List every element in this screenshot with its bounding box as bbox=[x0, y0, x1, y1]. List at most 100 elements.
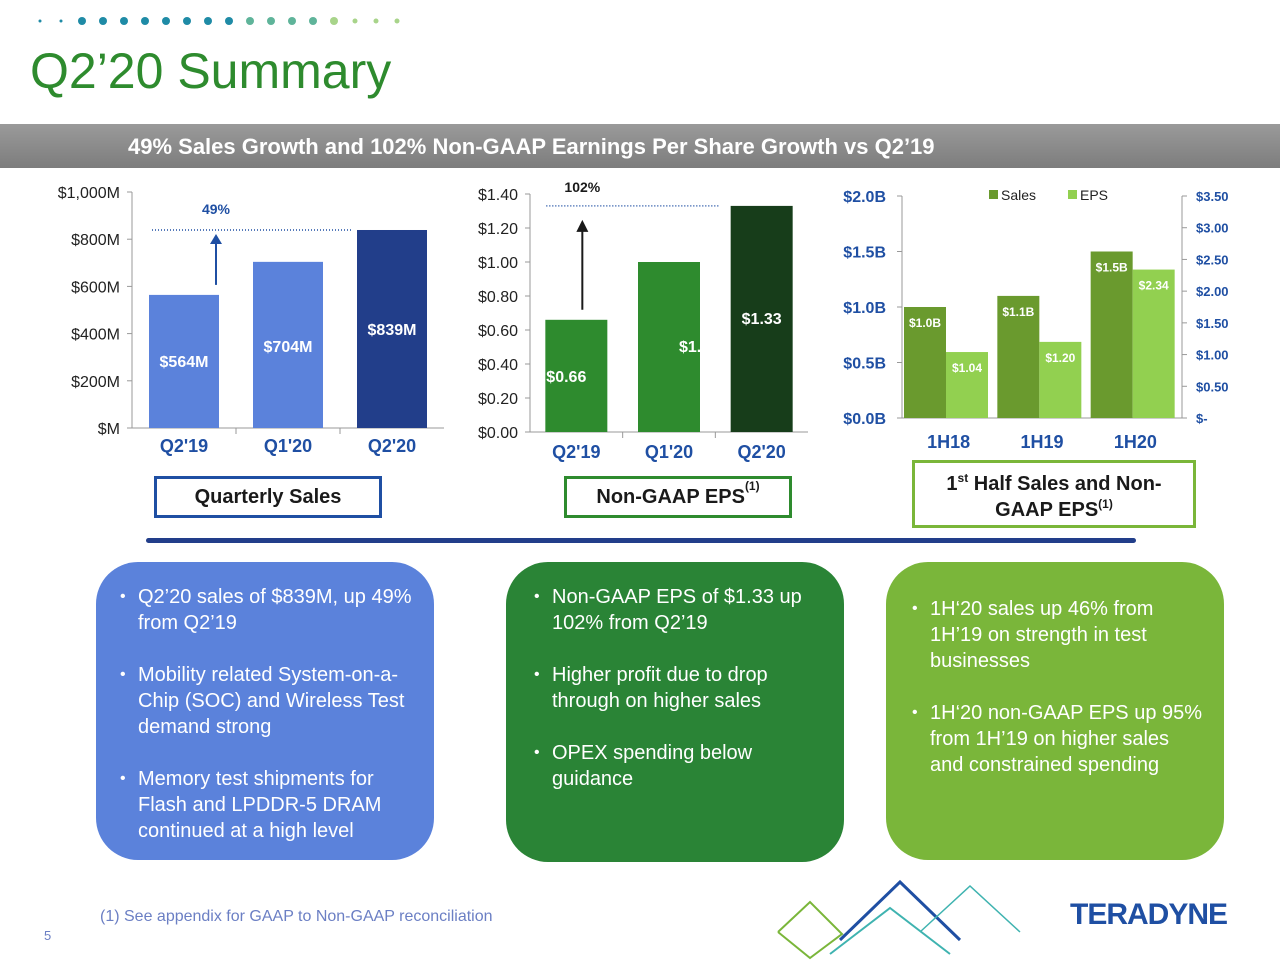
eps-y-tick-label: $0.60 bbox=[478, 323, 518, 340]
half-sales-bar bbox=[1090, 251, 1133, 418]
eps-category-label: Q2'20 bbox=[738, 442, 786, 462]
list-item: 1H‘20 sales up 46% from 1H’19 on strengt… bbox=[912, 596, 1204, 674]
list-item: Non-GAAP EPS of $1.33 up 102% from Q2’19 bbox=[534, 584, 824, 636]
sales-category-label: Q2'19 bbox=[160, 436, 208, 456]
eps-y-tick-label: $1.20 bbox=[478, 221, 518, 238]
list-item: Q2’20 sales of $839M, up 49% from Q2’19 bbox=[120, 584, 414, 636]
page-title: Q2’20 Summary bbox=[30, 43, 392, 99]
sales-y-tick-label: $M bbox=[98, 421, 120, 438]
legend-label-sales: Sales bbox=[1001, 187, 1036, 203]
half-right-tick-label: $0.50 bbox=[1196, 379, 1229, 394]
half-right-tick-label: $2.00 bbox=[1196, 284, 1229, 299]
half-left-tick-label: $0.5B bbox=[843, 356, 886, 373]
decorative-dot bbox=[183, 17, 191, 25]
eps-bar bbox=[730, 205, 793, 432]
decorative-dot bbox=[162, 17, 170, 25]
half-eps-bar bbox=[1132, 269, 1175, 418]
sales-y-tick-label: $800M bbox=[71, 232, 120, 249]
quarterly-sales-label: Quarterly Sales bbox=[154, 476, 382, 518]
decorative-dot bbox=[225, 17, 233, 25]
eps-bar bbox=[638, 262, 700, 432]
decorative-dot bbox=[352, 18, 358, 24]
decorative-dot bbox=[288, 17, 296, 25]
sales-bar-value-label: $704M bbox=[264, 339, 313, 356]
half-right-tick-label: $1.50 bbox=[1196, 316, 1229, 331]
decorative-dot bbox=[141, 17, 149, 25]
eps-y-tick-label: $0.20 bbox=[478, 391, 518, 408]
half-sales-eps-label: 1st Half Sales and Non- GAAP EPS(1) bbox=[912, 460, 1196, 528]
non-gaap-eps-label-text: Non-GAAP EPS bbox=[596, 486, 745, 508]
half-label-line2: GAAP EPS bbox=[995, 499, 1099, 521]
eps-y-tick-label: $1.40 bbox=[478, 187, 518, 204]
half-label-prefix: 1 bbox=[946, 473, 958, 495]
list-item: 1H‘20 non-GAAP EPS up 95% from 1H’19 on … bbox=[912, 700, 1204, 778]
eps-growth-label: 102% bbox=[564, 179, 600, 195]
decorative-dot bbox=[78, 17, 86, 25]
half-right-tick-label: $2.50 bbox=[1196, 252, 1229, 267]
half-left-tick-label: $1.0B bbox=[843, 300, 886, 317]
half-sales-value-label: $1.5B bbox=[1096, 261, 1128, 275]
half-sales-bar bbox=[997, 295, 1040, 418]
eps-y-tick-label: $0.00 bbox=[478, 425, 518, 442]
decorative-dot bbox=[38, 19, 42, 23]
half-right-tick-label: $3.50 bbox=[1196, 189, 1229, 204]
decorative-dot bbox=[373, 18, 379, 24]
decorative-dot bbox=[330, 17, 338, 25]
eps-bar bbox=[545, 319, 608, 432]
legend-swatch-sales bbox=[989, 190, 998, 199]
half-eps-value-label: $1.04 bbox=[952, 361, 982, 375]
sales-bar bbox=[149, 294, 219, 428]
half-eps-bar bbox=[1039, 341, 1082, 418]
headline-banner: 49% Sales Growth and 102% Non-GAAP Earni… bbox=[0, 124, 1280, 168]
sales-y-tick-label: $400M bbox=[71, 327, 120, 344]
eps-y-tick-label: $1.00 bbox=[478, 255, 518, 272]
half-sales-value-label: $1.1B bbox=[1002, 305, 1034, 319]
sales-bar-value-label: $839M bbox=[368, 322, 417, 339]
footnote-ref: (1) bbox=[744, 479, 760, 493]
sales-bar bbox=[357, 229, 427, 428]
half-sales-bar bbox=[904, 307, 946, 418]
decorative-dot bbox=[59, 19, 63, 23]
quarterly-sales-label-text: Quarterly Sales bbox=[194, 486, 342, 508]
sales-growth-arrow-head bbox=[210, 233, 222, 244]
half-label-prefix-sup: st bbox=[957, 471, 969, 485]
teradyne-logo: TERADYNE bbox=[1070, 898, 1228, 931]
eps-bar-value-label: $1.00 bbox=[679, 339, 719, 356]
sales-bar-value-label: $564M bbox=[160, 354, 209, 371]
decorative-dot bbox=[246, 17, 254, 25]
half-sales-value-label: $1.0B bbox=[909, 316, 941, 330]
footnote-ref: (1) bbox=[1098, 497, 1113, 511]
half-category-label: 1H19 bbox=[1020, 432, 1063, 452]
charts-area: $M $200M $400M $600M $800M $1,000M $564M Q2'19 $… bbox=[58, 179, 1229, 462]
logo-mark-icon bbox=[777, 879, 1021, 960]
decorative-dot bbox=[120, 17, 128, 25]
eps-bar-value-label: $1.33 bbox=[742, 311, 782, 328]
eps-bar-value-label: $0.66 bbox=[546, 369, 586, 386]
sales-growth-label: 49% bbox=[202, 201, 231, 217]
decorative-dot bbox=[99, 17, 107, 25]
footnote: (1) See appendix for GAAP to Non-GAAP re… bbox=[100, 908, 493, 925]
list-item: Memory test shipments for Flash and LPDD… bbox=[120, 766, 414, 844]
sales-y-tick-label: $200M bbox=[71, 374, 120, 391]
sales-category-label: Q2'20 bbox=[368, 436, 416, 456]
half-right-tick-label: $1.00 bbox=[1196, 348, 1229, 363]
list-item: Mobility related System-on-a-Chip (SOC) … bbox=[120, 662, 414, 740]
half-category-label: 1H18 bbox=[927, 432, 970, 452]
eps-y-tick-label: $0.40 bbox=[478, 357, 518, 374]
list-item: OPEX spending below guidance bbox=[534, 740, 824, 792]
list-item: Higher profit due to drop through on hig… bbox=[534, 662, 824, 714]
half-category-label: 1H20 bbox=[1114, 432, 1157, 452]
eps-summary-panel: Non-GAAP EPS of $1.33 up 102% from Q2’19… bbox=[506, 562, 844, 862]
half-eps-value-label: $1.20 bbox=[1045, 351, 1075, 365]
sales-category-label: Q1'20 bbox=[264, 436, 312, 456]
decorative-dot bbox=[204, 17, 212, 25]
sales-y-tick-label: $1,000M bbox=[58, 185, 120, 202]
sales-summary-panel: Q2’20 sales of $839M, up 49% from Q2’19 … bbox=[96, 562, 434, 860]
banner-text: 49% Sales Growth and 102% Non-GAAP Earni… bbox=[128, 134, 935, 159]
legend-swatch-eps bbox=[1068, 190, 1077, 199]
sales-bar bbox=[253, 261, 323, 428]
half-eps-bar bbox=[946, 352, 988, 418]
half-left-tick-label: $1.5B bbox=[843, 245, 886, 262]
eps-category-label: Q1'20 bbox=[645, 442, 693, 462]
decorative-dot bbox=[309, 17, 317, 25]
